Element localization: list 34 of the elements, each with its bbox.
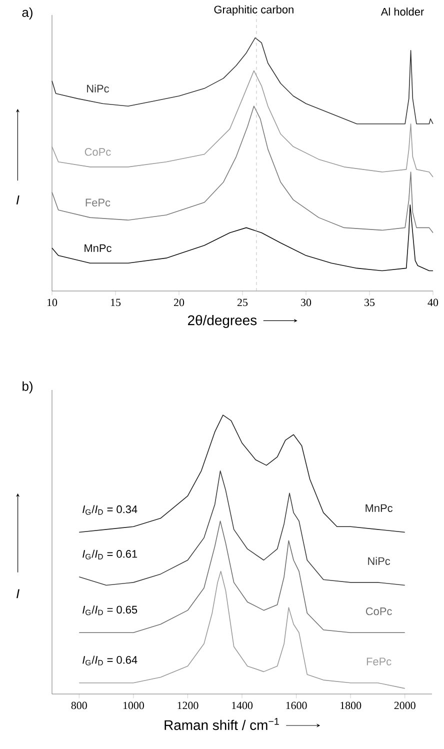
x-tick-label: 15 xyxy=(110,298,121,306)
text: Al holder xyxy=(380,8,424,16)
x-tick-label: 1800 xyxy=(340,702,362,710)
x-tick-label: 1000 xyxy=(123,702,144,710)
x-tick-label: 30 xyxy=(301,298,312,306)
x-tick-label: 1200 xyxy=(178,702,198,710)
text: Graphitic carbon xyxy=(214,5,294,16)
series-label: MnPc xyxy=(84,244,112,252)
x-tick-label: 1400 xyxy=(232,702,253,710)
annotation: I$_{G}$/I$_{D}$ = 0.64 xyxy=(82,656,138,666)
series-label: FePc xyxy=(86,198,110,206)
series-label: MnPc xyxy=(366,504,393,512)
annotation: I$_{G}$/I$_{D}$ = 0.34 xyxy=(82,505,138,515)
chart-title: b) xyxy=(22,381,32,394)
x-axis-title: Raman shift / cm$^{−1}$ xyxy=(164,718,279,730)
x-tick-label: 800 xyxy=(71,702,87,710)
annotation: I$_{G}$/I$_{D}$ = 0.61 xyxy=(82,550,138,560)
annotation: I$_{G}$/I$_{D}$ = 0.65 xyxy=(82,606,138,616)
y-axis-title: I xyxy=(16,195,20,204)
x-tick-label: 40 xyxy=(428,298,438,306)
x-tick-label: 2000 xyxy=(394,702,416,710)
y-axis-title: I xyxy=(16,589,20,598)
x-tick-label: 20 xyxy=(174,298,184,306)
x-tick-label: 25 xyxy=(238,298,248,306)
chart-title: a) xyxy=(22,7,32,20)
x-tick-label: 35 xyxy=(364,298,375,306)
x-tick-label: 10 xyxy=(47,298,58,306)
series-label: NiPc xyxy=(87,84,109,92)
x-axis-title: 2θ/degrees xyxy=(188,315,257,328)
series-label: FePc xyxy=(366,658,392,666)
x-tick-label: 1600 xyxy=(286,702,307,710)
series-label: CoPc xyxy=(366,607,392,616)
series-label: CoPc xyxy=(84,148,111,156)
series-label: NiPc xyxy=(368,556,390,565)
